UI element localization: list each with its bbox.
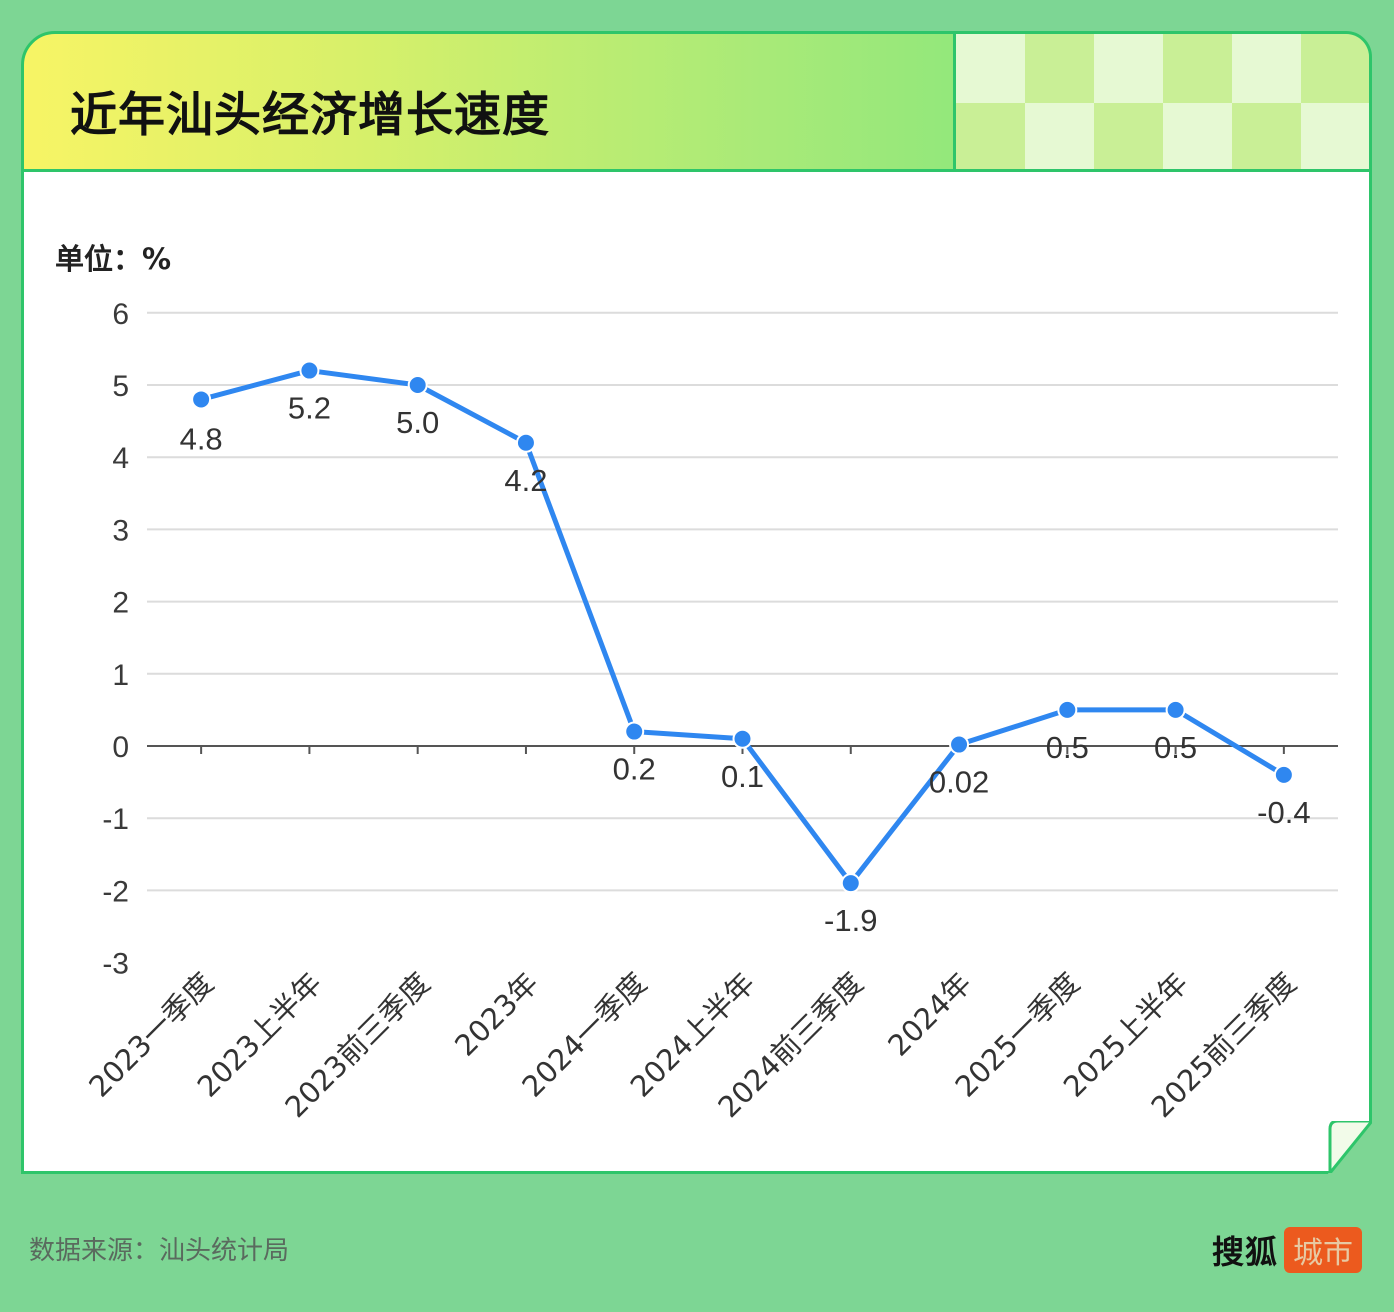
chart-title: 近年汕头经济增长速度 bbox=[70, 88, 550, 143]
unit-label: 单位：% bbox=[55, 242, 172, 276]
brand-logo: 搜狐 城市 bbox=[1212, 1227, 1363, 1273]
y-tick-label: 4 bbox=[112, 442, 129, 475]
data-label: -1.9 bbox=[824, 903, 877, 938]
y-tick-label: 5 bbox=[112, 370, 129, 403]
y-tick-label: 2 bbox=[112, 587, 129, 620]
y-tick-label: -1 bbox=[102, 803, 129, 836]
data-label: 0.02 bbox=[929, 765, 989, 800]
header-banner: 近年汕头经济增长速度 bbox=[21, 31, 1372, 172]
data-point bbox=[624, 721, 645, 742]
checker-decoration bbox=[953, 34, 1369, 169]
page-fold-corner bbox=[1328, 1121, 1372, 1173]
y-tick-label: 3 bbox=[112, 514, 129, 547]
data-label: 4.8 bbox=[180, 421, 223, 456]
data-label: 0.5 bbox=[1154, 730, 1197, 765]
data-label: 0.2 bbox=[613, 752, 656, 787]
data-point bbox=[732, 728, 753, 749]
data-source: 数据来源：汕头统计局 bbox=[29, 1236, 290, 1266]
y-tick-label: 0 bbox=[112, 731, 129, 764]
y-tick-label: 1 bbox=[112, 659, 129, 692]
y-tick-label: 6 bbox=[112, 298, 129, 331]
data-label: 5.0 bbox=[396, 405, 439, 440]
data-point bbox=[191, 389, 212, 410]
data-point bbox=[949, 734, 970, 755]
data-point bbox=[1273, 764, 1294, 785]
data-point bbox=[299, 360, 320, 381]
y-tick-label: -2 bbox=[102, 875, 129, 908]
data-point bbox=[515, 432, 536, 453]
brand-tag: 城市 bbox=[1284, 1227, 1363, 1273]
data-point bbox=[1165, 699, 1186, 720]
data-line bbox=[200, 368, 1286, 886]
data-point bbox=[840, 873, 861, 894]
data-label: 4.2 bbox=[504, 463, 547, 498]
data-label: 5.2 bbox=[288, 391, 331, 426]
brand-name: 搜狐 bbox=[1212, 1233, 1279, 1271]
y-tick-label: -3 bbox=[102, 948, 129, 981]
data-label: 0.5 bbox=[1046, 730, 1089, 765]
data-label: -0.4 bbox=[1257, 795, 1310, 830]
x-tick-label: 2023年 bbox=[448, 966, 545, 1063]
data-label: 0.1 bbox=[721, 759, 764, 794]
data-point bbox=[407, 375, 428, 395]
x-tick-label: 2024年 bbox=[881, 966, 978, 1063]
data-point bbox=[1057, 699, 1078, 720]
